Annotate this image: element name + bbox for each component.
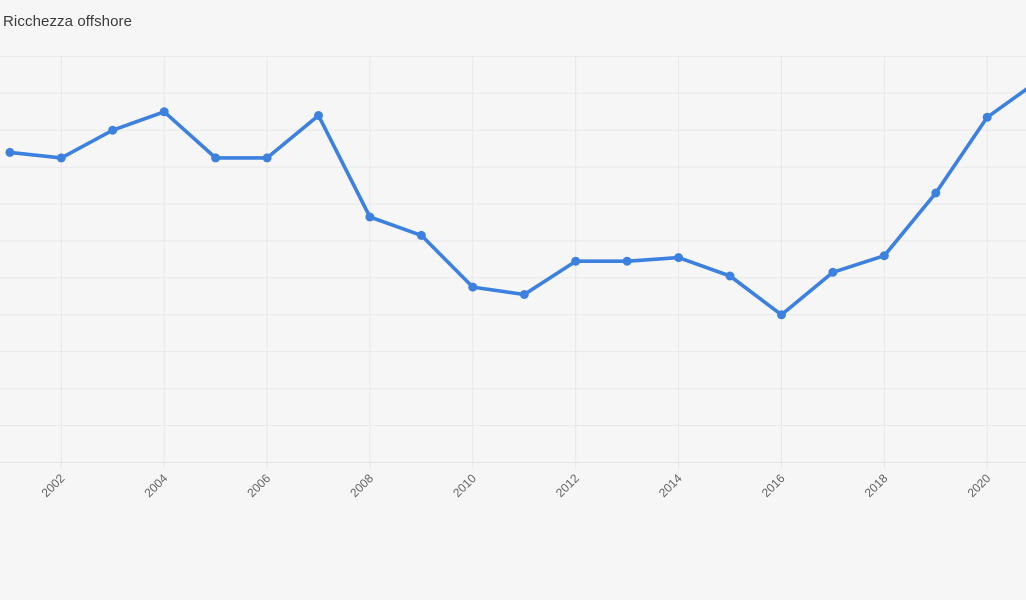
data-point-marker[interactable] — [571, 256, 581, 266]
x-axis-label: 2012 — [553, 471, 582, 500]
data-point-marker[interactable] — [262, 153, 272, 163]
x-axis-label: 2016 — [759, 471, 788, 500]
data-point-marker[interactable] — [879, 251, 889, 261]
data-point-marker[interactable] — [108, 125, 118, 135]
data-point-marker[interactable] — [725, 271, 735, 281]
data-point-marker[interactable] — [365, 212, 375, 222]
data-point-marker[interactable] — [314, 111, 323, 120]
data-point-marker[interactable] — [159, 107, 169, 117]
x-axis-label: 2002 — [39, 471, 68, 500]
data-point-marker[interactable] — [982, 112, 992, 122]
data-point-marker[interactable] — [674, 253, 684, 263]
x-axis-label: 2010 — [450, 471, 479, 500]
x-axis-label: 2018 — [862, 471, 891, 500]
data-point-marker[interactable] — [622, 256, 632, 266]
data-point-marker[interactable] — [211, 153, 221, 163]
data-point-marker[interactable] — [468, 282, 478, 292]
data-point-marker[interactable] — [931, 188, 941, 198]
data-point-marker[interactable] — [56, 153, 66, 163]
data-point-marker[interactable] — [777, 310, 786, 320]
data-point-marker[interactable] — [5, 147, 15, 157]
data-point-marker[interactable] — [828, 267, 838, 277]
x-axis-label: 2014 — [656, 471, 685, 500]
x-axis-label: 2008 — [347, 471, 376, 500]
x-axis-label: 2006 — [244, 471, 273, 500]
x-axis-label: 2020 — [965, 471, 994, 500]
chart-title: Ricchezza offshore — [3, 13, 133, 30]
data-point-marker[interactable] — [416, 230, 426, 240]
x-axis-label: 2004 — [142, 471, 171, 500]
data-point-marker[interactable] — [519, 290, 529, 299]
